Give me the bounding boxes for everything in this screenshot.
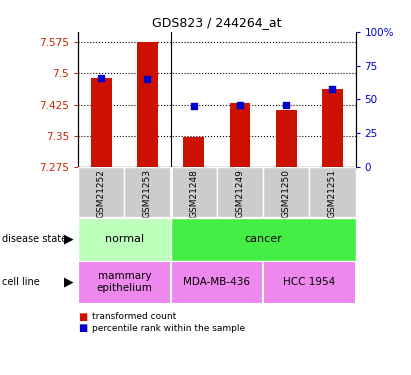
Point — [329, 86, 336, 92]
Point — [190, 103, 197, 109]
Bar — [183, 136, 204, 167]
Text: normal: normal — [105, 234, 144, 244]
Text: GSM21253: GSM21253 — [143, 170, 152, 218]
Bar — [322, 89, 343, 167]
Bar — [124, 167, 171, 218]
Text: percentile rank within the sample: percentile rank within the sample — [92, 324, 246, 333]
Text: GSM21249: GSM21249 — [236, 170, 245, 218]
Bar — [229, 104, 250, 167]
Bar — [263, 261, 356, 304]
Text: ■: ■ — [78, 312, 88, 322]
Text: cell line: cell line — [2, 277, 40, 287]
Text: MDA-MB-436: MDA-MB-436 — [183, 277, 250, 287]
Text: ■: ■ — [78, 323, 88, 333]
Text: HCC 1954: HCC 1954 — [283, 277, 335, 287]
Bar — [78, 261, 171, 304]
Text: ▶: ▶ — [64, 276, 73, 289]
Point — [144, 76, 151, 82]
Text: mammary
epithelium: mammary epithelium — [97, 272, 152, 293]
Point — [283, 102, 289, 108]
Bar — [78, 217, 171, 261]
Title: GDS823 / 244264_at: GDS823 / 244264_at — [152, 16, 282, 29]
Text: GSM21248: GSM21248 — [189, 170, 198, 218]
Bar — [171, 217, 356, 261]
Bar — [171, 261, 263, 304]
Bar — [171, 167, 217, 218]
Bar — [276, 110, 297, 167]
Bar — [91, 78, 112, 167]
Text: GSM21251: GSM21251 — [328, 170, 337, 218]
Bar — [263, 167, 309, 218]
Point — [98, 75, 104, 81]
Bar — [217, 167, 263, 218]
Text: GSM21252: GSM21252 — [97, 170, 106, 218]
Point — [237, 102, 243, 108]
Text: transformed count: transformed count — [92, 312, 177, 321]
Text: cancer: cancer — [244, 234, 282, 244]
Bar — [78, 167, 124, 218]
Text: GSM21250: GSM21250 — [282, 170, 291, 218]
Bar — [309, 167, 356, 218]
Bar — [137, 42, 158, 167]
Text: disease state: disease state — [2, 234, 67, 244]
Text: ▶: ▶ — [64, 232, 73, 246]
